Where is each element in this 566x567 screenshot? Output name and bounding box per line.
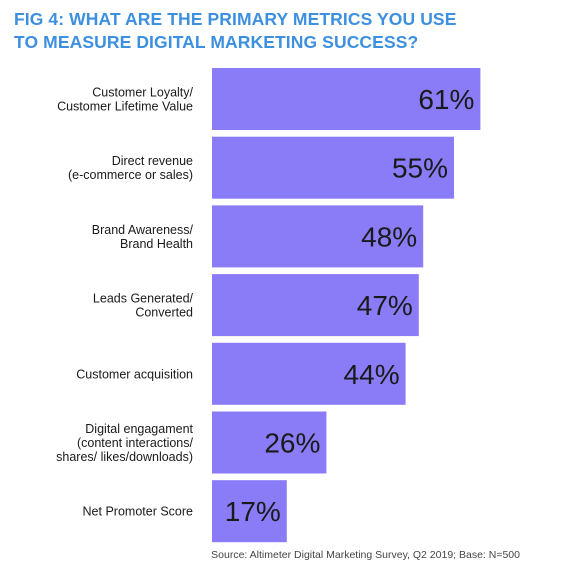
category-label-line: Net Promoter Score	[83, 505, 194, 519]
value-label-2: 55%	[392, 153, 448, 184]
category-label-5: Customer acquisition	[76, 367, 193, 381]
source-note: Source: Altimeter Digital Marketing Surv…	[211, 549, 520, 561]
bar-4	[212, 274, 419, 337]
bar-7	[212, 480, 287, 543]
category-label-6: Digital engagament (content interactions/…	[56, 422, 193, 464]
category-label-2: Direct revenue (e-commerce or sales)	[68, 154, 193, 182]
bar-3	[212, 205, 424, 268]
figure-title: FIG 4: WHAT ARE THE PRIMARY METRICS YOU …	[14, 8, 534, 54]
category-label-line: Customer Loyalty/	[92, 86, 193, 100]
category-label-line: (e-commerce or sales)	[68, 168, 193, 182]
value-label-4: 47%	[357, 290, 413, 321]
category-label-line: Customer acquisition	[76, 367, 193, 381]
value-label-5: 44%	[344, 359, 400, 390]
bar-2	[212, 136, 454, 199]
category-label-4: Leads Generated/Converted	[93, 292, 194, 320]
category-label-line: Brand Awareness/	[92, 223, 194, 237]
value-label-3: 48%	[361, 221, 417, 252]
value-label-7: 17%	[225, 496, 281, 527]
figure-title-line-2: TO MEASURE DIGITAL MARKETING SUCCESS?	[14, 32, 419, 52]
category-label-line: Converted	[135, 306, 193, 320]
bar-5	[212, 342, 406, 405]
category-label-line: shares/ likes/downloads)	[56, 450, 193, 464]
category-label-line: (content interactions/	[77, 436, 194, 450]
category-label-line: Direct revenue	[112, 154, 193, 168]
category-label-line: Customer Lifetime Value	[57, 100, 193, 114]
figure-title-line-1: FIG 4: WHAT ARE THE PRIMARY METRICS YOU …	[14, 9, 457, 29]
bar-1	[212, 68, 481, 130]
value-label-1: 61%	[418, 84, 474, 115]
category-label-line: Digital engagament	[85, 422, 193, 436]
category-label-line: Leads Generated/	[93, 292, 194, 306]
value-label-6: 26%	[264, 428, 320, 459]
category-label-7: Net Promoter Score	[83, 505, 194, 519]
category-label-line: Brand Health	[120, 237, 193, 251]
category-label-3: Brand Awareness/Brand Health	[92, 223, 194, 251]
category-label-1: Customer Loyalty/Customer Lifetime Value	[57, 86, 193, 114]
bar-6	[212, 411, 327, 474]
